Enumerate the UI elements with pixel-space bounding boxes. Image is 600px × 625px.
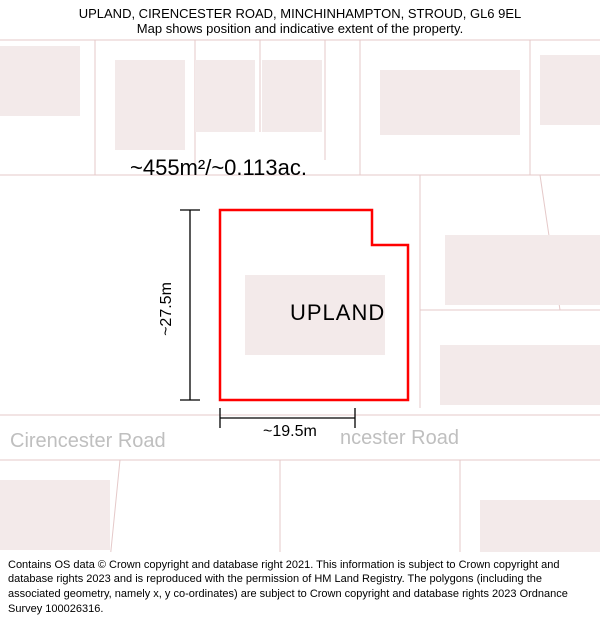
- header-subtitle: Map shows position and indicative extent…: [10, 21, 590, 36]
- map-area: ~455m²/~0.113ac. UPLAND ~27.5m ~19.5m Ci…: [0, 0, 600, 560]
- copyright-text: Contains OS data © Crown copyright and d…: [0, 552, 600, 625]
- header-title: UPLAND, CIRENCESTER ROAD, MINCHINHAMPTON…: [10, 6, 590, 21]
- property-name-label: UPLAND: [290, 300, 385, 326]
- height-dimension-label: ~27.5m: [158, 282, 176, 336]
- width-dimension-label: ~19.5m: [263, 423, 317, 441]
- header: UPLAND, CIRENCESTER ROAD, MINCHINHAMPTON…: [0, 0, 600, 38]
- road-label-left: Cirencester Road: [10, 430, 166, 453]
- area-label: ~455m²/~0.113ac.: [130, 155, 307, 181]
- map-svg: [0, 0, 600, 560]
- road-label-right: ncester Road: [340, 427, 459, 450]
